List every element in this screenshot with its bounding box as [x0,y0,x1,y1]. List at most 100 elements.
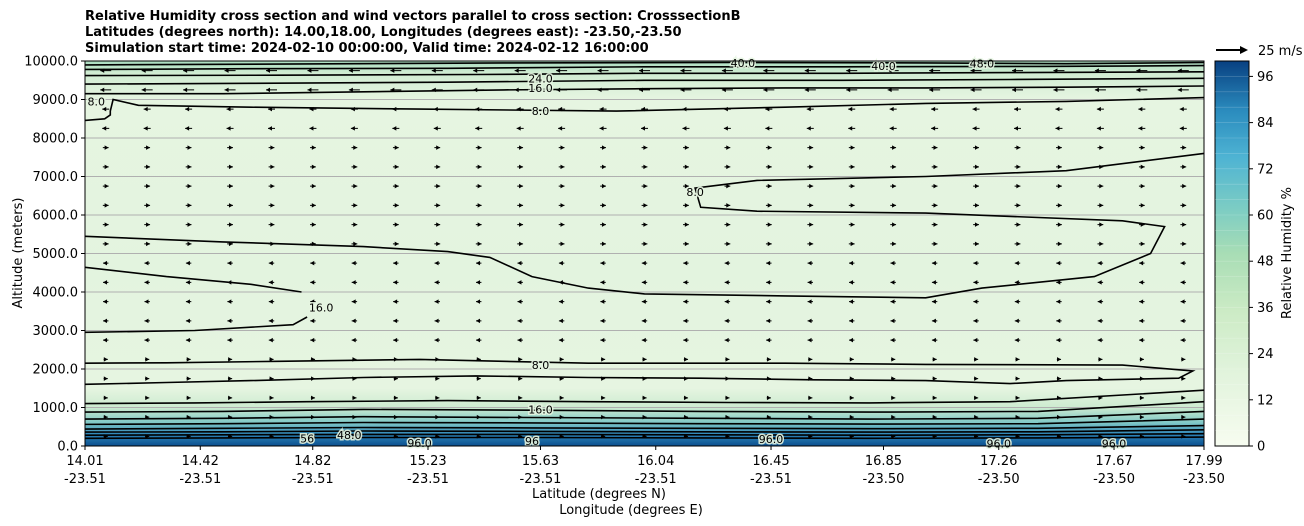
wind-vector-head [684,222,689,227]
y-tick-label: 6000.0 [33,209,79,224]
wind-vector-head [931,337,936,343]
wind-vector-head [186,357,191,362]
wind-vector-head [228,395,233,401]
wind-vector-head [1016,222,1021,227]
wind-vector-head [807,299,812,304]
wind-vector-head [311,203,316,208]
contour-line [85,389,1204,405]
wind-vector-head [1140,145,1145,150]
y-tick-label: 10000.0 [24,55,78,70]
contour-label: 16.0 [528,403,553,416]
wind-vector-head [1014,280,1019,285]
wind-vector-head [601,203,606,208]
wind-vector-head [1015,376,1020,381]
wind-vector-head [1179,106,1184,112]
wind-vector-head [766,299,771,304]
wind-vector-head [1180,260,1185,266]
wind-vector-head [1182,203,1187,208]
wind-vector-head [185,299,190,304]
wind-vector-head [849,299,854,304]
wind-vector-head [187,145,192,150]
wind-vector-head [1181,357,1186,362]
wind-vector-head [1179,126,1184,131]
wind-vector-head [558,299,563,304]
wind-vector-head [848,106,853,112]
wind-vector-head [146,222,151,227]
wind-vector-head [268,126,272,131]
wind-vector-head [1182,164,1187,170]
wind-vector-head [185,280,190,285]
wind-vector-head [766,280,771,285]
wind-vector-head [228,203,233,208]
wind-vector-head [519,183,524,189]
contour-label: 24.0 [528,72,553,85]
wind-vector-head [724,337,729,343]
wind-vector-head [143,106,148,112]
wind-vector-head [929,68,934,73]
wind-vector-head [933,203,938,208]
x-tick-label-lat: 16.04 [637,454,674,469]
wind-vector-head [807,260,812,266]
contour-label: 96.0 [759,433,784,446]
wind-vector-head [931,260,936,266]
contour-line [85,61,1204,66]
wind-vector-head [102,126,107,131]
wind-vector-head [642,395,647,401]
wind-vector-head [1140,164,1145,170]
wind-vector-head [600,299,605,304]
wind-vector-head [104,164,109,170]
contour-line [85,71,1204,77]
wind-vector-head [434,299,439,304]
wind-vector-head [1015,395,1020,401]
wind-vector-head [892,241,897,247]
wind-vector-head [1097,337,1102,343]
contour-label: 40.0 [871,60,896,73]
wind-vector-head [850,145,855,150]
wind-vector-head [973,280,978,285]
x-tick-label-lon: -23.51 [750,472,792,487]
wind-vector-head [767,145,772,150]
wind-vector-head [1056,337,1061,343]
wind-vector-head [104,222,109,227]
wind-vector-head [393,318,398,324]
contour-line [85,400,1204,413]
wind-vector-head [517,318,522,324]
wind-vector-head [974,203,979,208]
wind-vector-head [933,222,938,227]
wind-vector-head [973,318,978,324]
wind-vector-head [436,203,441,208]
wind-vector-head [435,395,440,401]
y-tick-label: 5000.0 [33,247,79,262]
wind-vector-head [1012,68,1016,73]
wind-vector-head [600,260,605,266]
wind-vector-head [641,318,646,324]
wind-vector-head [974,357,979,362]
wind-vector-head [809,145,814,150]
wind-vector-head [144,318,149,324]
wind-vector-head [104,203,109,208]
wind-vector-head [268,260,273,266]
wind-vector-head [269,395,274,401]
wind-vector-head [146,183,151,189]
wind-vector-head [227,318,232,324]
wind-vector-head [146,164,151,170]
wind-vector-head [144,299,149,304]
wind-vector-head [353,203,358,208]
wind-vector-head [1057,145,1062,150]
contour-line [85,429,1204,433]
wind-vector-head [104,145,109,150]
wind-vector-head [1053,87,1058,93]
wind-vector-head [185,106,190,112]
wind-vector-head [1056,280,1061,285]
wind-vector-head [477,145,482,150]
wind-vector-head [1056,260,1061,266]
wind-vector-head [890,337,895,343]
wind-vector-head [807,337,812,343]
wind-vector-head [1139,395,1144,401]
wind-vector-head [436,145,441,150]
wind-vector-head [185,337,190,343]
wind-vector-head [270,164,275,170]
x-tick-label-lat: 17.67 [1095,454,1132,469]
wind-vector-head [519,222,524,227]
wind-vector-head [850,222,855,227]
